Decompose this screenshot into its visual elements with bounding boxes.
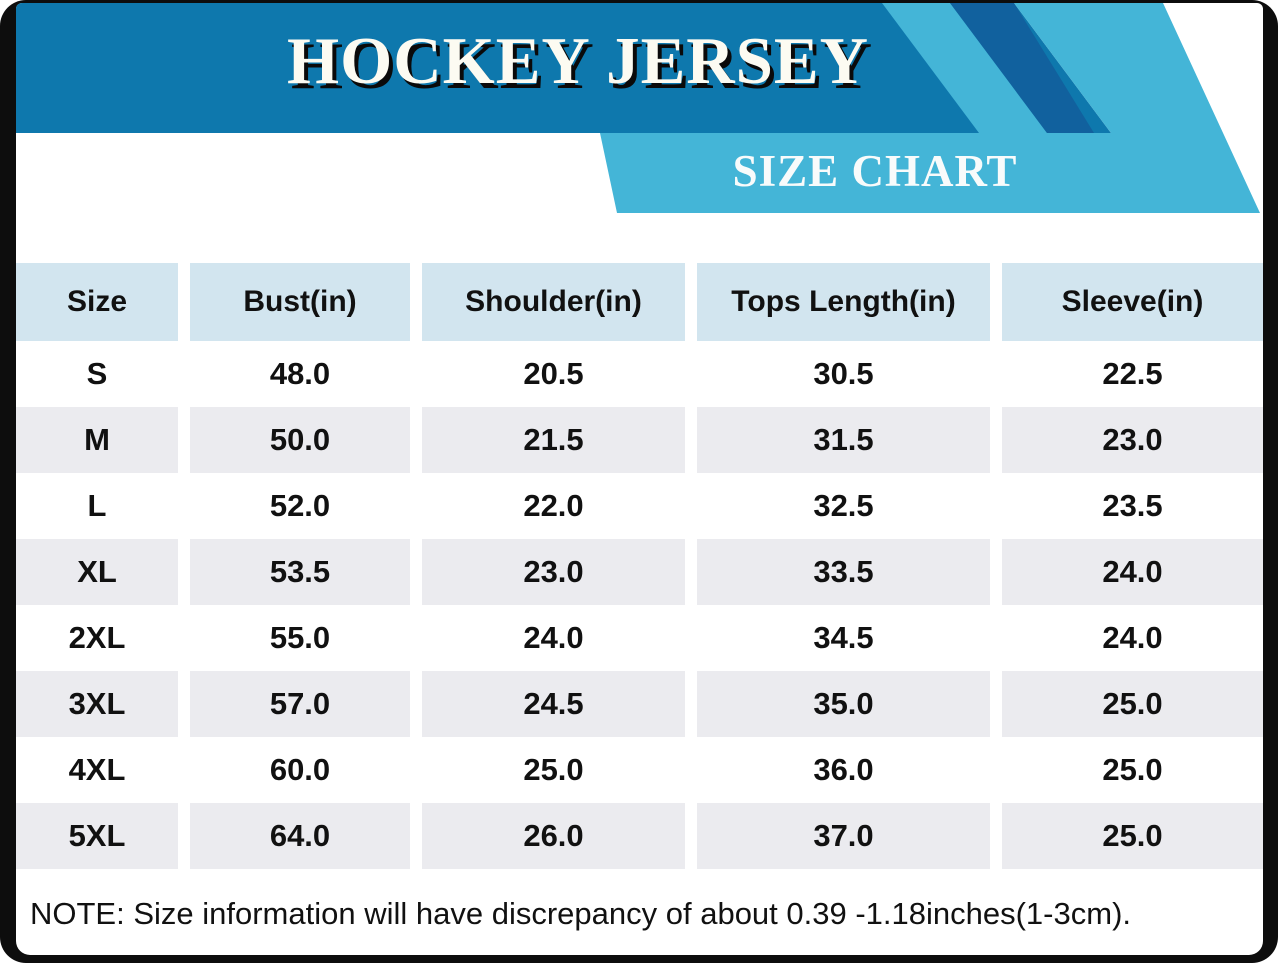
column-header-tops-length: Tops Length(in) xyxy=(697,263,990,341)
table-row: 2XL 55.0 24.0 34.5 24.0 xyxy=(16,605,1263,671)
table-cell: 25.0 xyxy=(1002,803,1263,869)
table-cell: 23.0 xyxy=(1002,407,1263,473)
table-cell: 24.0 xyxy=(523,620,584,655)
poster-subtitle: SIZE CHART xyxy=(732,146,1018,196)
column-header-sleeve: Sleeve(in) xyxy=(1002,263,1263,341)
header-banner: HOCKEY JERSEY SIZE CHART xyxy=(16,3,1263,216)
table-cell: 26.0 xyxy=(422,803,685,869)
table-cell: 22.0 xyxy=(523,488,584,523)
table-cell: 25.0 xyxy=(1002,671,1263,737)
table-cell: 24.0 xyxy=(1102,620,1163,655)
column-header-shoulder: Shoulder(in) xyxy=(422,263,685,341)
table-cell: XL xyxy=(16,539,178,605)
table-cell: 34.5 xyxy=(813,620,874,655)
table-cell: 48.0 xyxy=(269,356,331,391)
table-cell: 25.0 xyxy=(1102,752,1163,787)
table-cell: 55.0 xyxy=(269,620,331,655)
table-row: S 48.0 20.5 30.5 22.5 xyxy=(16,341,1263,407)
table-cell: 30.5 xyxy=(813,356,874,391)
table-cell: L xyxy=(87,488,107,523)
table-row: 5XL 64.0 26.0 37.0 25.0 xyxy=(16,803,1263,869)
table-cell: 37.0 xyxy=(697,803,990,869)
table-cell: 5XL xyxy=(16,803,178,869)
table-cell: S xyxy=(86,356,108,391)
table-row: XL 53.5 23.0 33.5 24.0 xyxy=(16,539,1263,605)
column-header-size: Size xyxy=(16,263,178,341)
table-cell: 53.5 xyxy=(190,539,410,605)
poster-title: HOCKEY JERSEY xyxy=(287,24,869,98)
table-cell: 20.5 xyxy=(523,356,584,391)
table-cell: 35.0 xyxy=(697,671,990,737)
table-cell: 23.0 xyxy=(422,539,685,605)
table-cell: 33.5 xyxy=(697,539,990,605)
table-body: S 48.0 20.5 30.5 22.5 M 50.0 21.5 31.5 23.0 L 52.0 2… xyxy=(16,341,1263,869)
size-chart-table: Size Bust(in) Shoulder(in) Tops Length(i… xyxy=(16,263,1263,869)
table-cell: 21.5 xyxy=(422,407,685,473)
table-cell: 4XL xyxy=(68,752,126,787)
table-cell: 23.5 xyxy=(1102,488,1163,523)
table-cell: 50.0 xyxy=(190,407,410,473)
table-row: 4XL 60.0 25.0 36.0 25.0 xyxy=(16,737,1263,803)
table-cell: 24.5 xyxy=(422,671,685,737)
table-cell: 31.5 xyxy=(697,407,990,473)
table-cell: 52.0 xyxy=(269,488,331,523)
size-note: NOTE: Size information will have discrep… xyxy=(30,896,1131,931)
table-cell: 2XL xyxy=(68,620,126,655)
table-cell: 22.5 xyxy=(1102,356,1163,391)
table-cell: 32.5 xyxy=(813,488,874,523)
table-cell: 25.0 xyxy=(523,752,584,787)
table-row: M 50.0 21.5 31.5 23.0 xyxy=(16,407,1263,473)
table-cell: 64.0 xyxy=(190,803,410,869)
table-row: L 52.0 22.0 32.5 23.5 xyxy=(16,473,1263,539)
table-row: 3XL 57.0 24.5 35.0 25.0 xyxy=(16,671,1263,737)
table-cell: 60.0 xyxy=(269,752,331,787)
poster-content: HOCKEY JERSEY SIZE CHART Size Bust(in) S… xyxy=(16,3,1263,955)
table-cell: 57.0 xyxy=(190,671,410,737)
table-cell: 24.0 xyxy=(1002,539,1263,605)
table-header-row: Size Bust(in) Shoulder(in) Tops Length(i… xyxy=(16,263,1263,341)
table-cell: 36.0 xyxy=(813,752,874,787)
table-cell: M xyxy=(16,407,178,473)
table-cell: 3XL xyxy=(16,671,178,737)
column-header-bust: Bust(in) xyxy=(190,263,410,341)
